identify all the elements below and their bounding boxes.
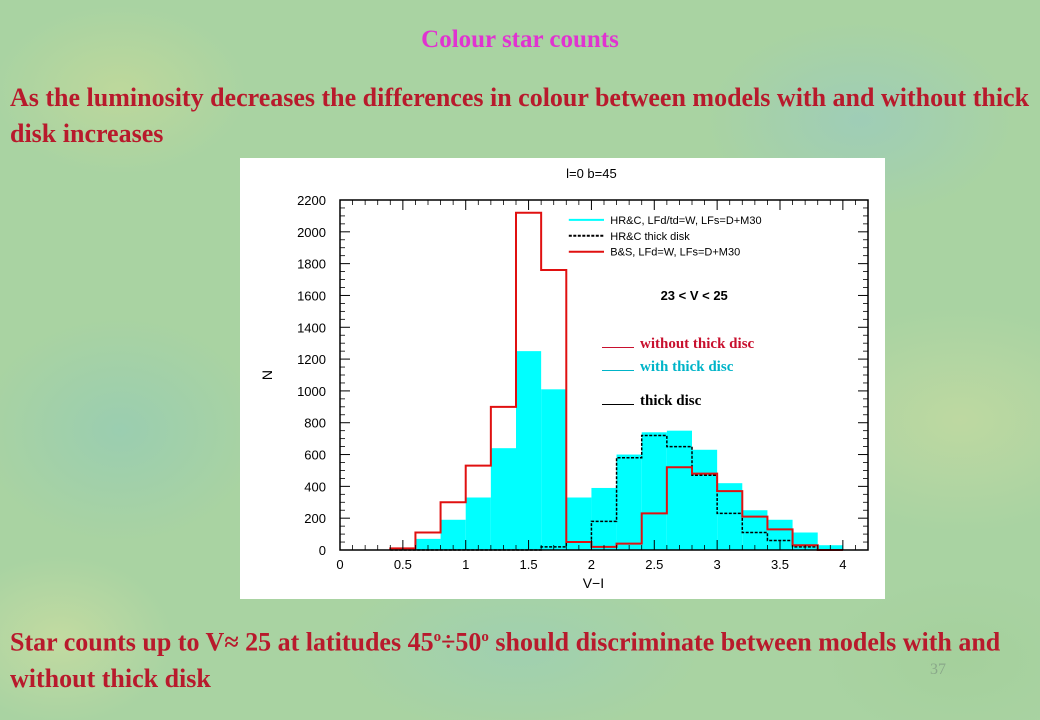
xtick-label-0: 0: [336, 557, 343, 572]
legend-entry-1: HR&C thick disk: [610, 231, 690, 243]
legend-line-with: [602, 370, 634, 371]
xtick-label-8: 4: [839, 557, 846, 572]
x-axis-label: V−I: [583, 575, 604, 591]
bar-filled-2: [440, 519, 466, 550]
chart-panel: 0 200 400 600 800 1000 1200 1400 1600 1800 2000 220…: [240, 158, 885, 599]
legend-entry-2: B&S, LFd=W, LFs=D+M30: [610, 247, 740, 259]
ytick-label-5: 1000: [297, 384, 326, 399]
legend-line-thick: [602, 404, 634, 405]
overlay-legend-with: with thick disc: [602, 359, 733, 376]
bar-filled-8: [591, 487, 617, 550]
ytick-label-6: 1200: [297, 352, 326, 367]
legend-label-thick: thick disc: [640, 393, 702, 409]
bar-filled-6: [541, 389, 567, 550]
xtick-label-7: 3.5: [771, 557, 789, 572]
ytick-label-3: 600: [304, 448, 326, 463]
xtick-label-3: 1.5: [520, 557, 538, 572]
bar-filled-3: [465, 497, 491, 550]
divide-symbol: ÷: [441, 627, 456, 657]
ytick-label-8: 1600: [297, 288, 326, 303]
legend-line-without: [602, 347, 634, 348]
page-number: 37: [930, 661, 946, 678]
ytick-label-4: 800: [304, 416, 326, 431]
conclusion-part-d: should discriminate between models with …: [10, 627, 1001, 693]
overlay-legend-thick: thick disc: [602, 393, 701, 410]
bar-filled-12: [692, 449, 718, 550]
bar-filled-5: [516, 351, 542, 550]
ytick-label-11: 2200: [297, 193, 326, 208]
series-thick-disk-step: [390, 434, 843, 551]
conclusion-part-c: 50: [455, 627, 482, 657]
conclusion-part-b: 25 at latitudes 45: [238, 627, 434, 657]
legend-entry-0: HR&C, LFd/td=W, LFs=D+M30: [610, 215, 761, 227]
chart-title: l=0 b=45: [566, 166, 617, 181]
degree-mark-2: o: [481, 629, 489, 645]
bar-filled-13: [717, 483, 743, 550]
bar-filled-11: [666, 430, 692, 550]
range-annotation: 23 < V < 25: [661, 288, 728, 303]
approx-symbol: ≈: [224, 627, 239, 657]
bar-filled-9: [616, 454, 642, 550]
conclusion-text: Star counts up to V≈ 25 at latitudes 45o…: [10, 619, 1030, 697]
ytick-label-7: 1400: [297, 320, 326, 335]
xtick-label-1: 0.5: [394, 557, 412, 572]
bar-filled-1: [415, 538, 441, 550]
ytick-label-2: 400: [304, 479, 326, 494]
bar-filled-4: [490, 448, 516, 550]
xtick-label-4: 2: [588, 557, 595, 572]
legend-label-without: without thick disc: [640, 336, 755, 352]
slide-title: Colour star counts: [421, 26, 619, 53]
xtick-label-2: 1: [462, 557, 469, 572]
histogram-chart: 0 200 400 600 800 1000 1200 1400 1600 1800 2000 220…: [259, 166, 869, 591]
ytick-label-1: 200: [304, 511, 326, 526]
ytick-label-9: 1800: [297, 257, 326, 272]
overlay-legend-without: without thick disc: [602, 336, 754, 353]
xtick-label-6: 3: [714, 557, 721, 572]
conclusion-part-a: Star counts up to V: [10, 627, 225, 657]
bar-filled-10: [641, 432, 667, 550]
y-axis-label: N: [259, 370, 275, 380]
ytick-label-10: 2000: [297, 225, 326, 240]
ytick-label-0: 0: [319, 543, 326, 558]
intro-text: As the luminosity decreases the differen…: [10, 83, 1030, 148]
xtick-label-5: 2.5: [645, 557, 663, 572]
legend-label-with: with thick disc: [640, 359, 734, 375]
degree-mark-1: o: [433, 629, 442, 645]
